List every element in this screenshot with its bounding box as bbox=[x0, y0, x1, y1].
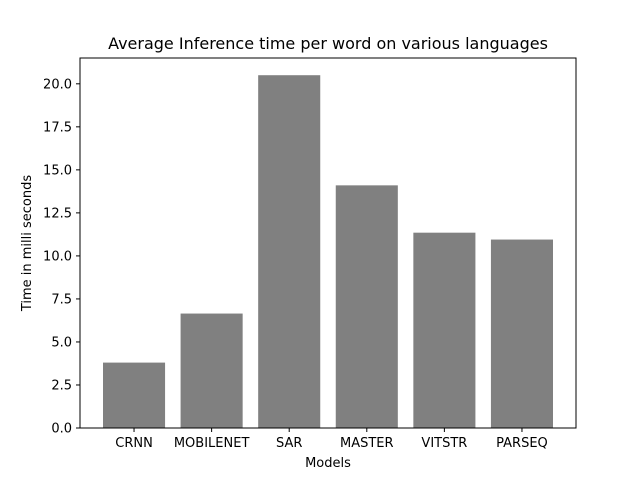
bars-group bbox=[103, 75, 553, 429]
x-tick-label: CRNN bbox=[115, 436, 153, 451]
x-tick-label: VITSTR bbox=[421, 436, 467, 451]
x-tick-label: MOBILENET bbox=[174, 436, 250, 451]
y-tick-label: 12.5 bbox=[43, 206, 72, 221]
y-tick-label: 17.5 bbox=[43, 120, 72, 135]
x-tick-label: PARSEQ bbox=[496, 436, 548, 451]
chart-title: Average Inference time per word on vario… bbox=[108, 34, 548, 53]
y-axis-ticks: 0.0 2.5 5.0 7.5 10.0 12.5 15.0 17.5 20.0 bbox=[43, 77, 80, 437]
x-tick-label: MASTER bbox=[340, 436, 394, 451]
y-tick-label: 0.0 bbox=[51, 422, 72, 437]
bar-mobilenet bbox=[180, 313, 243, 428]
y-tick-label: 7.5 bbox=[51, 292, 72, 307]
bar-vitstr bbox=[413, 232, 476, 428]
x-axis-label: Models bbox=[305, 456, 351, 471]
y-tick-label: 15.0 bbox=[43, 163, 72, 178]
y-tick-label: 5.0 bbox=[51, 335, 72, 350]
bar-sar bbox=[258, 75, 321, 429]
y-axis-label: Time in milli seconds bbox=[20, 175, 35, 313]
bar-master bbox=[335, 185, 398, 428]
x-tick-label: SAR bbox=[276, 436, 302, 451]
x-axis-ticks: CRNN MOBILENET SAR MASTER VITSTR PARSEQ bbox=[115, 428, 548, 451]
bar-crnn bbox=[103, 362, 166, 428]
bar-parseq bbox=[490, 239, 553, 428]
plot-frame bbox=[79, 57, 577, 429]
y-tick-label: 10.0 bbox=[43, 249, 72, 264]
y-tick-label: 20.0 bbox=[43, 77, 72, 92]
y-tick-label: 2.5 bbox=[51, 378, 72, 393]
